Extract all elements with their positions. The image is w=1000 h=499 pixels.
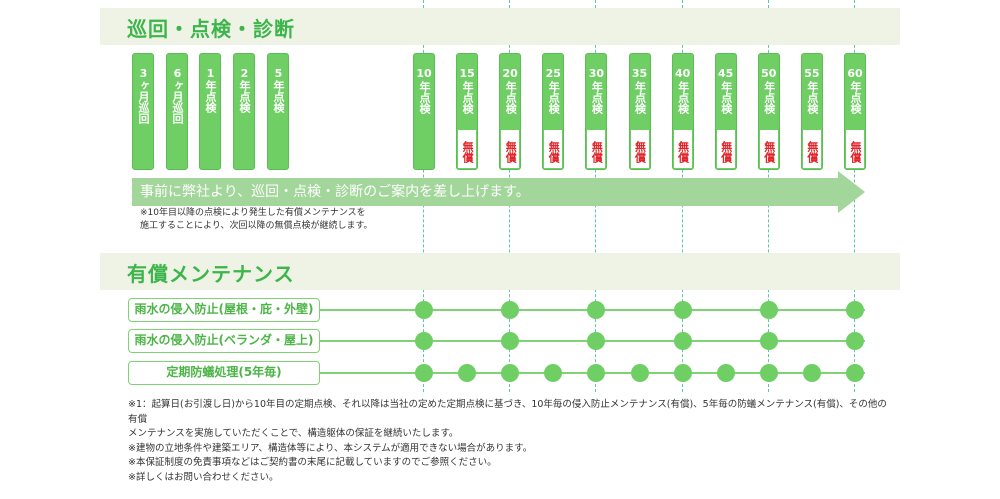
inspection-label: 年点検 xyxy=(461,81,475,114)
maintenance-dot xyxy=(501,364,520,382)
inspection-card: 50 年点検無償 xyxy=(757,53,780,170)
inspection-label: 6ヶ月巡回 xyxy=(171,67,184,124)
inspection-card: 2年点検 xyxy=(233,53,255,170)
maintenance-dot xyxy=(501,301,520,319)
inspection-card: 20 年点検無償 xyxy=(499,53,522,170)
maintenance-label: 雨水の侵入防止(ベランダ・屋上) xyxy=(128,329,320,353)
maintenance-dot xyxy=(415,332,433,350)
inspection-label: 年点検 xyxy=(418,81,431,114)
footnote: メンテナンスを実施していただくことで、構造躯体の保証を継続いたします。 xyxy=(128,428,459,439)
free-badge: 無償 xyxy=(544,130,563,168)
inspection-card: 15 年点検無償 xyxy=(456,53,479,170)
maintenance-dot xyxy=(501,332,520,350)
inspection-label: 1年点検 xyxy=(204,67,217,113)
inspection-year: 20 xyxy=(502,67,518,80)
free-badge: 無償 xyxy=(673,130,692,168)
free-badge: 無償 xyxy=(587,130,606,168)
inspection-card: 3ヶ月巡回 xyxy=(132,53,154,170)
maintenance-dot xyxy=(673,332,692,350)
free-badge: 無償 xyxy=(802,130,821,168)
free-badge: 無償 xyxy=(759,130,778,168)
inspection-label: 年点検 xyxy=(590,81,604,114)
maintenance-dot xyxy=(716,364,735,382)
free-badge: 無償 xyxy=(846,130,864,168)
arrow-head-icon xyxy=(838,171,865,213)
inspection-year: 35 xyxy=(631,67,648,80)
inspection-label: 年点検 xyxy=(762,81,776,114)
inspection-label: 年点検 xyxy=(504,81,518,114)
inspection-year: 30 xyxy=(588,67,605,80)
note-line: 施工することにより、次回以降の無償点検が継続します。 xyxy=(140,221,373,231)
inspection-label: 年点検 xyxy=(676,81,690,114)
inspection-label: 2年点検 xyxy=(238,67,251,113)
inspection-card: 55 年点検無償 xyxy=(800,53,823,170)
inspection-card: 35 年点検無償 xyxy=(628,53,651,170)
maintenance-dot xyxy=(759,332,778,350)
inspection-label: 年点検 xyxy=(805,81,819,114)
note-line: ※10年目以降の点検により発生した有償メンテナンスを xyxy=(140,208,366,218)
maintenance-dot xyxy=(587,364,606,382)
inspection-card: 25 年点検無償 xyxy=(542,53,565,170)
footnote: ※建物の立地条件や建築エリア、構造体等により、本システムが適用できない場合があり… xyxy=(128,442,533,454)
footnote: ※1：起算日(お引渡し日)から10年目の定期点検、それ以降は当社の定めた定期点検… xyxy=(128,399,887,425)
maintenance-dot xyxy=(458,364,477,382)
maintenance-dot xyxy=(544,364,563,382)
footnotes: ※1：起算日(お引渡し日)から10年目の定期点検、それ以降は当社の定めた定期点検… xyxy=(128,398,888,485)
section-header-maintenance: 有償メンテナンス xyxy=(100,253,900,290)
maintenance-dot xyxy=(673,364,692,382)
maintenance-dot xyxy=(802,364,821,382)
inspection-year: 55 xyxy=(804,67,820,80)
inspection-card: 40 年点検無償 xyxy=(671,53,694,170)
maintenance-dot xyxy=(630,364,649,382)
inspection-label: 3ヶ月巡回 xyxy=(137,67,150,124)
section-title: 巡回・点検・診断 xyxy=(127,17,295,41)
arrow-text: 事前に弊社より、巡回・点検・診断のご案内を差し上げます。 xyxy=(140,184,530,200)
inspection-year: 10 xyxy=(416,67,432,80)
inspection-card: 45 年点検無償 xyxy=(714,53,737,170)
maintenance-dot xyxy=(587,332,606,350)
free-badge: 無償 xyxy=(501,130,520,168)
maintenance-dot xyxy=(759,364,778,382)
inspection-year: 60 xyxy=(847,67,863,80)
maintenance-dot xyxy=(759,301,778,319)
inspection-year: 45 xyxy=(718,67,734,80)
inspection-year: 25 xyxy=(545,67,561,80)
inspection-year: 15 xyxy=(459,67,475,80)
inspection-label: 年点検 xyxy=(849,81,862,114)
maintenance-dot xyxy=(846,332,864,350)
section-title: 有償メンテナンス xyxy=(127,262,295,286)
footnote: ※本保証制度の免責事項などはご契約書の末尾に記載していますのでご参照ください。 xyxy=(128,457,497,468)
maintenance-dot xyxy=(673,301,692,319)
inspection-year: 40 xyxy=(674,67,691,80)
maintenance-label: 定期防蟻処理(5年毎) xyxy=(128,361,320,385)
inspection-card: 5年点検 xyxy=(267,53,289,170)
inspection-label: 年点検 xyxy=(547,81,561,114)
maintenance-dot xyxy=(415,364,433,382)
inspection-label: 年点検 xyxy=(633,81,647,114)
inspection-year: 50 xyxy=(761,67,777,80)
footnote: ※詳しくはお問い合わせください。 xyxy=(128,471,279,483)
inspection-card: 60 年点検無償 xyxy=(844,53,866,170)
maintenance-dot xyxy=(846,364,864,382)
maintenance-dot xyxy=(846,301,864,319)
free-badge: 無償 xyxy=(458,130,477,168)
maintenance-label: 雨水の侵入防止(屋根・庇・外壁) xyxy=(128,298,320,322)
maintenance-dot xyxy=(415,301,433,319)
section-header-inspection: 巡回・点検・診断 xyxy=(100,8,900,45)
inspection-label: 年点検 xyxy=(719,81,733,114)
timeline-arrow: 事前に弊社より、巡回・点検・診断のご案内を差し上げます。 xyxy=(132,178,840,206)
free-badge: 無償 xyxy=(630,130,649,168)
inspection-card: 30 年点検無償 xyxy=(585,53,608,170)
free-badge: 無償 xyxy=(716,130,735,168)
inspection-label: 5年点検 xyxy=(272,67,285,113)
maintenance-dot xyxy=(587,301,606,319)
inspection-card: 1年点検 xyxy=(199,53,221,170)
inspection-card: 6ヶ月巡回 xyxy=(166,53,188,170)
inspection-card: 10 年点検 xyxy=(413,53,435,170)
